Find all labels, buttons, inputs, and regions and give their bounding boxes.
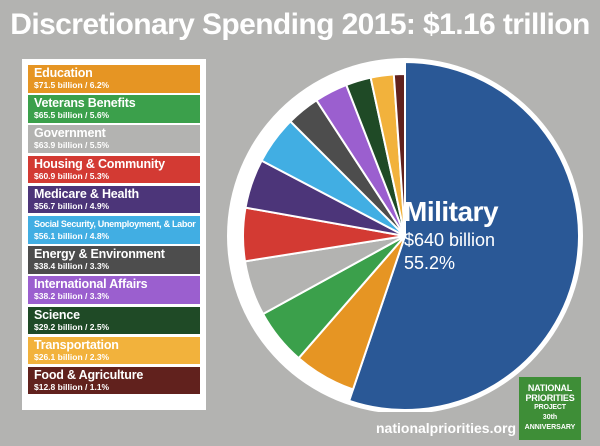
legend-value: $56.7 billion / 4.9% bbox=[34, 200, 110, 211]
legend-value: $71.5 billion / 6.2% bbox=[34, 80, 110, 90]
source-url: nationalpriorities.org bbox=[376, 420, 517, 436]
legend-label: Transportation bbox=[34, 337, 119, 352]
military-percent: 55.2% bbox=[404, 253, 456, 273]
legend-label: Housing & Community bbox=[34, 156, 165, 171]
pie-chart bbox=[227, 58, 583, 412]
logo-line-priorities: PRIORITIES bbox=[525, 393, 575, 403]
legend-label: Energy & Environment bbox=[34, 247, 165, 262]
pie-slice-military bbox=[348, 61, 580, 411]
legend-item-transportation: Transportation $26.1 billion / 2.3% bbox=[28, 336, 200, 365]
legend-value: $26.1 billion / 2.3% bbox=[34, 351, 110, 362]
legend-value: $12.8 billion / 1.1% bbox=[34, 381, 110, 392]
legend-item-veterans-benefits: Veterans Benefits $65.5 billion / 5.6% bbox=[28, 95, 200, 123]
legend-label: Food & Agriculture bbox=[34, 367, 144, 382]
legend-value: $38.2 billion / 3.3% bbox=[34, 291, 110, 302]
chart-title: Discretionary Spending 2015: $1.16 trill… bbox=[10, 8, 590, 41]
logo-line-project: PROJECT bbox=[534, 404, 566, 411]
legend-item-government: Government $63.9 billion / 5.5% bbox=[28, 125, 200, 153]
legend-value: $38.4 billion / 3.3% bbox=[34, 261, 110, 272]
pie-slice-food-and-agriculture bbox=[392, 73, 406, 237]
legend-label: Veterans Benefits bbox=[34, 96, 136, 111]
legend-value: $56.1 billion / 4.8% bbox=[34, 230, 110, 241]
legend-item-education: Education $71.5 billion / 6.2% bbox=[28, 65, 200, 93]
legend-label: Medicare & Health bbox=[34, 186, 139, 201]
legend-value: $63.9 billion / 5.5% bbox=[34, 140, 110, 151]
legend-value: $60.9 billion / 5.3% bbox=[34, 170, 110, 181]
military-name: Military bbox=[404, 196, 499, 227]
military-amount: $640 billion bbox=[404, 230, 496, 250]
military-label: Military $640 billion 55.2% bbox=[404, 196, 499, 274]
legend-label: International Affairs bbox=[34, 277, 148, 292]
npp-logo: NATIONAL PRIORITIES PROJECT 30th ANNIVER… bbox=[519, 377, 581, 440]
legend-item-international-affairs: International Affairs $38.2 billion / 3.3… bbox=[28, 276, 200, 304]
legend-label: Government bbox=[34, 126, 106, 141]
legend-label: Social Security, Unemployment, & Labor bbox=[34, 218, 196, 229]
legend-label: Education bbox=[34, 66, 93, 80]
legend-item-medicare-and-health: Medicare & Health $56.7 billion / 4.9% bbox=[28, 185, 200, 214]
legend-item-food-and-agriculture: Food & Agriculture $12.8 billion / 1.1% bbox=[28, 366, 200, 395]
legend-label: Science bbox=[34, 307, 80, 322]
legend-item-housing-and-community: Housing & Community $60.9 billion / 5.3% bbox=[28, 155, 200, 184]
legend-item-energy-and-environment: Energy & Environment $38.4 billion / 3.3% bbox=[28, 246, 200, 274]
legend-item-science: Science $29.2 billion / 2.5% bbox=[28, 306, 200, 335]
legend: Education $71.5 billion / 6.2% Veterans Be… bbox=[22, 59, 206, 410]
logo-anniversary-number: 30th bbox=[542, 414, 558, 421]
logo-anniversary-word: ANNIVERSARY bbox=[524, 424, 576, 431]
legend-value: $29.2 billion / 2.5% bbox=[34, 321, 110, 332]
legend-value: $65.5 billion / 5.6% bbox=[34, 110, 110, 121]
logo-line-national: NATIONAL bbox=[527, 383, 573, 393]
legend-item-social-security-unemployment-and-labor: Social Security, Unemployment, & Labor $5… bbox=[28, 215, 200, 244]
